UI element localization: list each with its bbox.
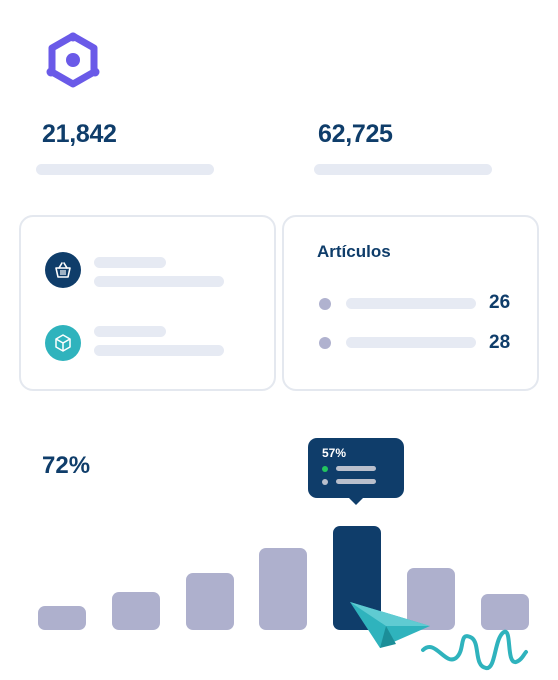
basket-icon — [45, 252, 81, 288]
paper-plane-icon — [350, 602, 430, 648]
chart-bar[interactable] — [38, 606, 86, 630]
item-placeholder-bar — [94, 257, 166, 268]
tooltip-value: 57% — [322, 446, 347, 460]
article-value: 26 — [489, 292, 511, 313]
stat-value: 21,842 — [42, 120, 117, 148]
tooltip-placeholder-line — [336, 479, 376, 484]
squiggle-icon — [421, 629, 528, 670]
stat-placeholder-bar — [36, 164, 214, 175]
categories-card — [19, 215, 276, 391]
tooltip-placeholder-line — [336, 466, 376, 471]
article-value: 28 — [489, 332, 511, 353]
articles-title: Artículos — [317, 242, 391, 261]
item-placeholder-bar — [94, 345, 224, 356]
bullet-dot — [319, 298, 331, 310]
legend-dot — [322, 466, 328, 472]
tooltip-pointer — [347, 496, 365, 505]
article-placeholder-bar — [346, 298, 476, 309]
chart-bar[interactable] — [185, 573, 234, 630]
chart-bar[interactable] — [407, 568, 455, 630]
chart-bar[interactable] — [480, 594, 529, 630]
item-placeholder-bar — [94, 276, 224, 287]
stat-value: 62,725 — [318, 120, 393, 148]
chart-tooltip: 57% — [308, 438, 404, 498]
percent-label: 72% — [42, 452, 91, 479]
hexagon-logo-icon — [46, 32, 100, 88]
legend-dot — [322, 479, 328, 485]
article-placeholder-bar — [346, 337, 476, 348]
box-icon — [45, 325, 81, 361]
item-placeholder-bar — [94, 326, 166, 337]
chart-bar[interactable] — [259, 548, 308, 630]
bullet-dot — [319, 337, 331, 349]
chart-bar[interactable] — [111, 592, 160, 630]
stat-placeholder-bar — [314, 164, 492, 175]
articles-card: Artículos 26 28 — [282, 215, 539, 391]
